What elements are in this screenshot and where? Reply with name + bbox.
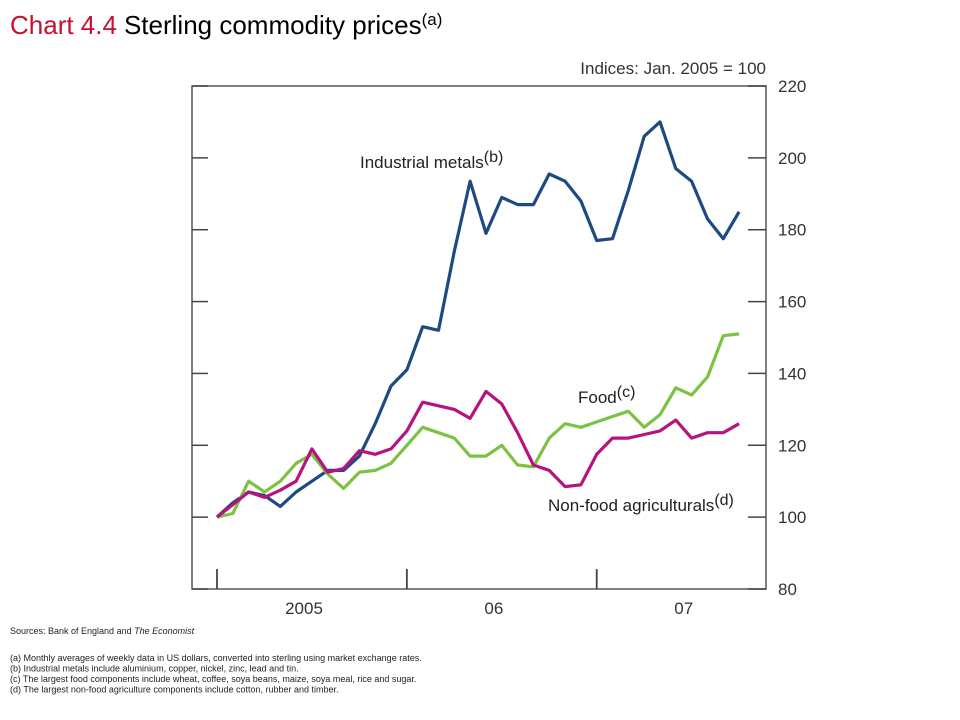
y-tick-label: 120 [778, 436, 806, 455]
series-name: Food [578, 388, 617, 407]
y-axis-label: Indices: Jan. 2005 = 100 [580, 59, 766, 78]
title-number: Chart 4.4 [10, 10, 117, 40]
y-tick-label: 140 [778, 364, 806, 383]
series-note: (d) [714, 492, 734, 509]
sources-text: Sources: Bank of England and [10, 626, 134, 636]
x-tick-label: 06 [484, 599, 503, 618]
title-note: (a) [422, 10, 443, 29]
y-tick-label: 80 [778, 580, 797, 599]
series-line [215, 120, 741, 519]
footnote: (a) Monthly averages of weekly data in U… [10, 653, 422, 663]
chart-title: Chart 4.4 Sterling commodity prices(a) [10, 10, 442, 40]
plot-frame [191, 85, 767, 590]
series-line [216, 332, 740, 519]
footnote: (d) The largest non-food agriculture com… [10, 685, 339, 695]
sources-italic: The Economist [134, 626, 195, 636]
title-text: Sterling commodity prices [124, 10, 422, 40]
x-tick-label: 07 [674, 599, 693, 618]
series-line [216, 389, 740, 519]
y-tick-label: 160 [778, 293, 806, 312]
series-name: Industrial metals [360, 153, 484, 172]
series-label: Food(c) [578, 384, 635, 407]
series-name: Non-food agriculturals [548, 496, 714, 515]
series-label: Non-food agriculturals(d) [548, 492, 734, 515]
x-tick-label: 2005 [285, 599, 323, 618]
series-note: (c) [617, 384, 636, 401]
footnote: (c) The largest food components include … [10, 674, 416, 684]
y-tick-label: 180 [778, 221, 806, 240]
y-tick-label: 100 [778, 508, 806, 527]
sources: Sources: Bank of England and The Economi… [10, 626, 195, 636]
footnote: (b) Industrial metals include aluminium,… [10, 664, 299, 674]
y-tick-label: 220 [778, 77, 806, 96]
series-label: Industrial metals(b) [360, 149, 503, 172]
y-tick-label: 200 [778, 149, 806, 168]
series-note: (b) [484, 149, 504, 166]
